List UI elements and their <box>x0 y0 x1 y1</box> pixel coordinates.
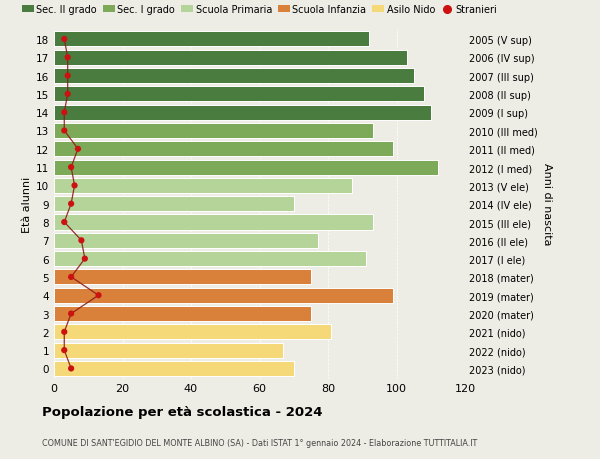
Point <box>59 347 69 354</box>
Bar <box>54 142 393 157</box>
Point <box>67 164 76 171</box>
Bar <box>54 69 413 84</box>
Bar <box>54 50 407 66</box>
Bar <box>54 288 393 303</box>
Bar <box>54 343 283 358</box>
Bar <box>54 252 365 267</box>
Bar <box>54 33 369 47</box>
Bar <box>54 233 318 248</box>
Bar <box>54 325 331 340</box>
Point <box>63 91 73 98</box>
Point <box>80 255 89 263</box>
Point <box>70 182 79 190</box>
Point <box>59 329 69 336</box>
Bar <box>54 215 373 230</box>
Y-axis label: Anni di nascita: Anni di nascita <box>542 163 552 246</box>
Point <box>67 201 76 208</box>
Point <box>59 109 69 117</box>
Bar <box>54 270 311 285</box>
Text: Popolazione per età scolastica - 2024: Popolazione per età scolastica - 2024 <box>42 405 323 419</box>
Bar <box>54 197 294 212</box>
Point <box>77 237 86 245</box>
Bar <box>54 361 294 376</box>
Point <box>63 73 73 80</box>
Point <box>59 128 69 135</box>
Bar <box>54 160 437 175</box>
Bar <box>54 124 373 139</box>
Bar <box>54 306 311 321</box>
Bar <box>54 179 352 194</box>
Legend: Sec. II grado, Sec. I grado, Scuola Primaria, Scuola Infanzia, Asilo Nido, Stran: Sec. II grado, Sec. I grado, Scuola Prim… <box>22 5 497 15</box>
Point <box>67 274 76 281</box>
Y-axis label: Età alunni: Età alunni <box>22 176 32 232</box>
Point <box>67 365 76 372</box>
Point <box>63 55 73 62</box>
Point <box>73 146 83 153</box>
Text: COMUNE DI SANT'EGIDIO DEL MONTE ALBINO (SA) - Dati ISTAT 1° gennaio 2024 - Elabo: COMUNE DI SANT'EGIDIO DEL MONTE ALBINO (… <box>42 438 477 447</box>
Point <box>59 36 69 44</box>
Point <box>67 310 76 318</box>
Bar <box>54 106 431 120</box>
Point <box>59 219 69 226</box>
Point <box>94 292 103 299</box>
Bar <box>54 87 424 102</box>
